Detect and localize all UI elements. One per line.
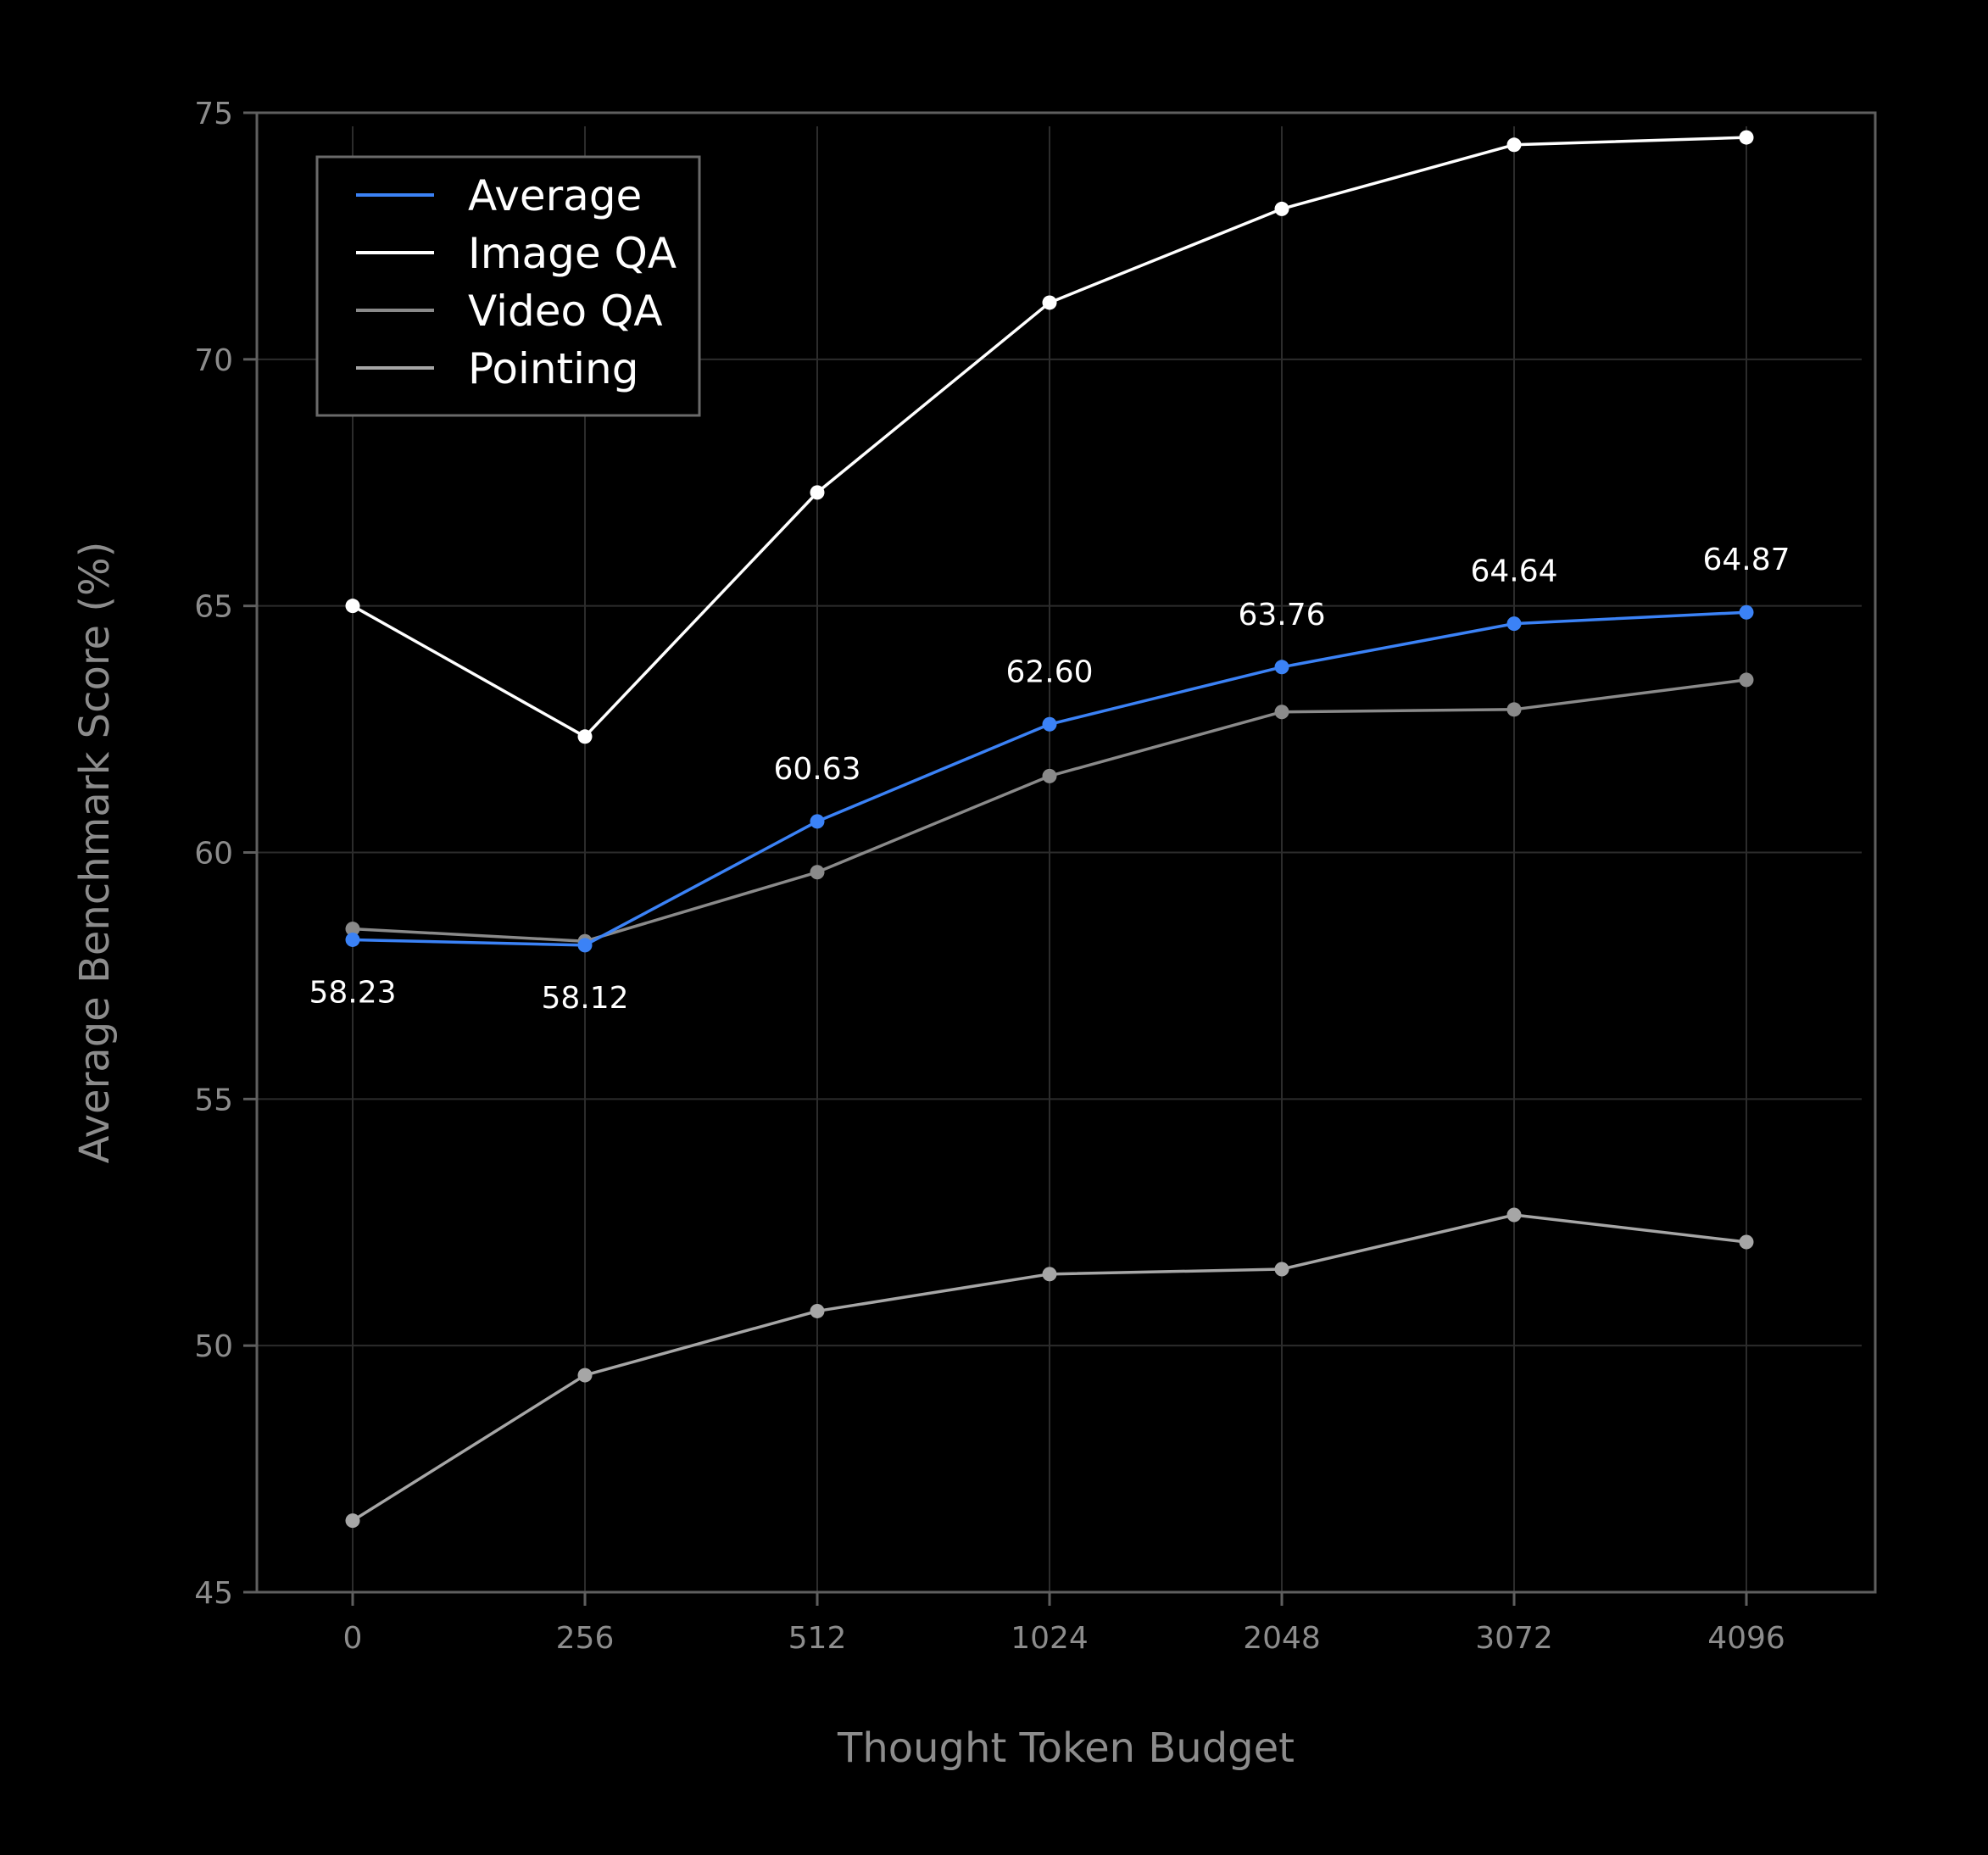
data-label-average-512: 60.63 [773,752,860,787]
data-point-video-qa-1024 [1042,768,1057,783]
data-point-average-512 [810,814,825,829]
data-point-pointing-3072 [1506,1207,1522,1223]
legend-label-pointing: Pointing [468,344,638,393]
data-point-image-qa-256 [577,729,593,744]
x-tick-label-1024: 1024 [1011,1621,1089,1656]
data-point-pointing-1024 [1042,1267,1057,1282]
legend: Average Image QA Video QA Pointing [315,155,701,417]
data-point-image-qa-2048 [1274,201,1289,216]
data-point-pointing-2048 [1274,1262,1289,1277]
y-tick-label-60: 60 [194,837,233,872]
data-point-average-1024 [1042,716,1057,732]
data-point-pointing-0 [345,1513,360,1529]
data-label-average-1024: 62.60 [1005,655,1093,689]
legend-box [315,155,701,417]
x-tick-label-3072: 3072 [1475,1621,1553,1656]
data-point-pointing-512 [810,1303,825,1318]
data-point-pointing-4096 [1739,1234,1754,1250]
series-lines [345,130,1754,1529]
y-tick-label-55: 55 [194,1083,233,1117]
data-labels: 58.23 58.12 60.63 62.60 63.76 64.64 64.87 [309,543,1790,1016]
data-point-video-qa-512 [810,865,825,880]
y-axis-title: Average Benchmark Score (%) [71,542,119,1164]
x-tick-label-4096: 4096 [1707,1621,1785,1656]
data-point-average-4096 [1739,604,1754,620]
x-tick-label-256: 256 [556,1621,615,1656]
data-point-image-qa-4096 [1739,130,1754,145]
data-point-image-qa-3072 [1506,137,1522,153]
y-tick-label-70: 70 [194,343,233,378]
data-label-average-256: 58.12 [541,981,628,1016]
data-label-average-3072: 64.64 [1470,554,1557,589]
data-point-average-0 [345,932,360,947]
x-axis-title: Thought Token Budget [837,1724,1295,1772]
data-point-video-qa-3072 [1506,702,1522,717]
data-point-pointing-256 [577,1368,593,1383]
x-tick-label-0: 0 [343,1621,363,1656]
legend-label-video-qa: Video QA [468,287,663,336]
legend-label-average: Average [468,171,642,220]
axis-ticks: 45 50 55 60 65 70 75 0 256 512 1024 2048 3072 4096 [194,97,1785,1656]
y-tick-label-65: 65 [194,590,233,625]
x-tick-label-512: 512 [788,1621,847,1656]
data-point-image-qa-512 [810,485,825,500]
legend-label-image-qa: Image QA [468,229,677,278]
y-tick-label-50: 50 [194,1329,233,1364]
data-label-average-2048: 63.76 [1238,598,1325,632]
data-label-average-0: 58.23 [309,975,396,1010]
data-point-video-qa-2048 [1274,705,1289,720]
y-tick-label-45: 45 [194,1576,233,1611]
x-tick-label-2048: 2048 [1243,1621,1321,1656]
data-point-average-2048 [1274,660,1289,675]
data-point-average-256 [577,938,593,953]
data-point-image-qa-0 [345,599,360,614]
data-point-average-3072 [1506,616,1522,632]
data-label-average-4096: 64.87 [1702,543,1790,577]
data-point-video-qa-4096 [1739,672,1754,688]
y-tick-label-75: 75 [194,97,233,131]
data-point-video-qa-0 [345,922,360,937]
data-point-image-qa-1024 [1042,295,1057,310]
